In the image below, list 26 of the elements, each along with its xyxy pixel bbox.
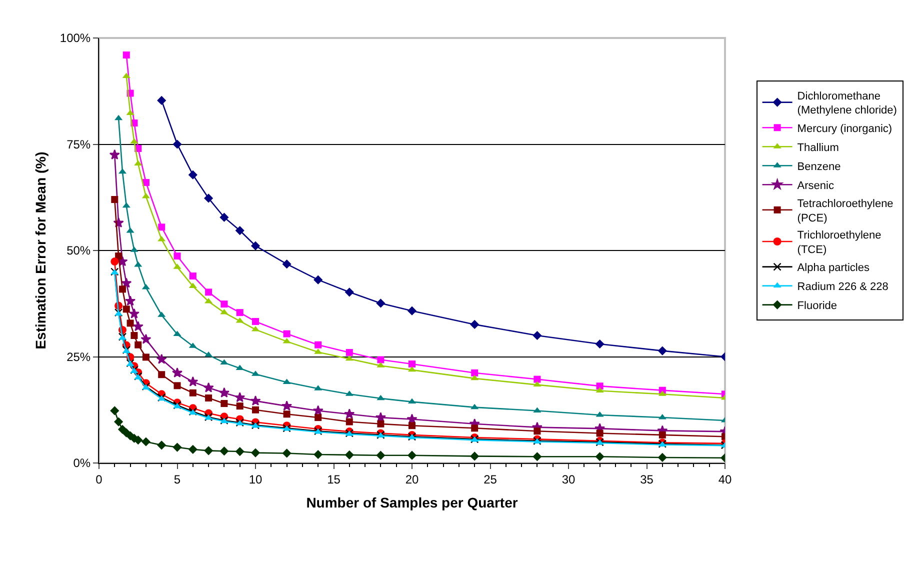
- legend-label: Alpha particles: [797, 262, 870, 274]
- x-tick-label: 10: [248, 472, 262, 486]
- legend-label: Trichloroethylene (TCE): [797, 230, 882, 256]
- legend-label: Benzene: [797, 160, 841, 173]
- legend-label: Dichloromethane (Methylene chloride): [797, 90, 897, 117]
- x-axis-title: Number of Samples per Quarter: [306, 494, 518, 511]
- y-tick-label: 75%: [66, 137, 91, 152]
- y-tick-label: 25%: [66, 350, 91, 364]
- x-tick-label: 35: [640, 472, 654, 486]
- x-tick-label: 40: [718, 472, 732, 486]
- legend-label: Mercury (inorganic): [797, 122, 892, 135]
- legend-label: Fluoride: [797, 300, 838, 312]
- x-tick-label: 25: [484, 472, 498, 486]
- y-axis-title: Estimation Error for Mean (%): [32, 152, 48, 350]
- legend-label: Arsenic: [797, 180, 834, 192]
- x-tick-label: 0: [96, 472, 103, 486]
- x-tick-label: 20: [405, 472, 419, 486]
- x-tick-label: 15: [327, 472, 341, 486]
- x-tick-label: 5: [174, 472, 181, 486]
- legend-label: Tetrachloroethylene (PCE): [797, 198, 894, 224]
- legend-label: Radium 226 & 228: [797, 281, 888, 294]
- legend-label: Thallium: [797, 142, 839, 154]
- x-tick-label: 30: [562, 472, 576, 486]
- y-tick-label: 100%: [60, 31, 91, 46]
- y-tick-label: 0%: [73, 456, 91, 470]
- y-tick-label: 50%: [66, 244, 91, 258]
